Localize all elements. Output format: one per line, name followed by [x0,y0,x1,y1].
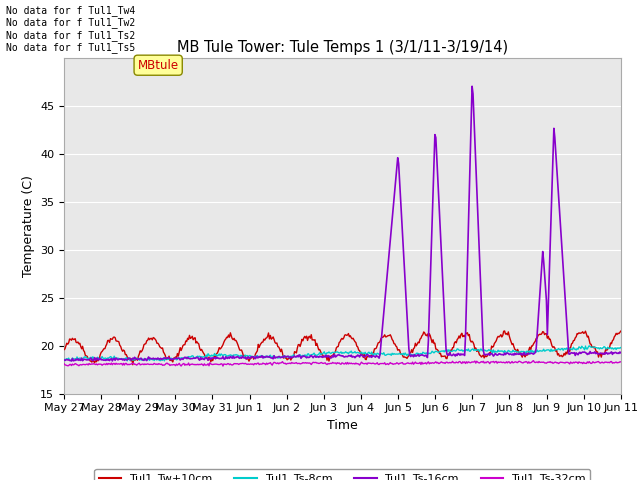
Text: MBtule: MBtule [138,59,179,72]
X-axis label: Time: Time [327,419,358,432]
Title: MB Tule Tower: Tule Temps 1 (3/1/11-3/19/14): MB Tule Tower: Tule Temps 1 (3/1/11-3/19… [177,40,508,55]
Text: No data for f Tul1_Tw4
No data for f Tul1_Tw2
No data for f Tul1_Ts2
No data for: No data for f Tul1_Tw4 No data for f Tul… [6,5,136,53]
Y-axis label: Temperature (C): Temperature (C) [22,175,35,276]
Legend: Tul1_Tw+10cm, Tul1_Ts-8cm, Tul1_Ts-16cm, Tul1_Ts-32cm: Tul1_Tw+10cm, Tul1_Ts-8cm, Tul1_Ts-16cm,… [94,469,590,480]
